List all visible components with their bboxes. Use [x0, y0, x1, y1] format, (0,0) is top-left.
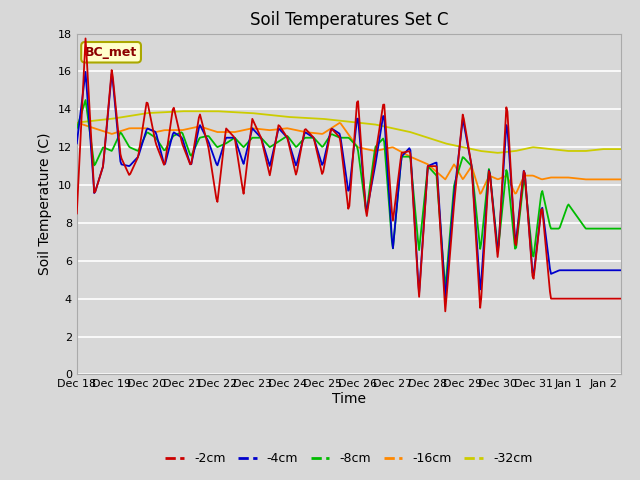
X-axis label: Time: Time — [332, 392, 366, 406]
Y-axis label: Soil Temperature (C): Soil Temperature (C) — [38, 133, 52, 275]
Legend: -2cm, -4cm, -8cm, -16cm, -32cm: -2cm, -4cm, -8cm, -16cm, -32cm — [160, 447, 538, 470]
Title: Soil Temperatures Set C: Soil Temperatures Set C — [250, 11, 448, 29]
Text: BC_met: BC_met — [85, 46, 137, 59]
